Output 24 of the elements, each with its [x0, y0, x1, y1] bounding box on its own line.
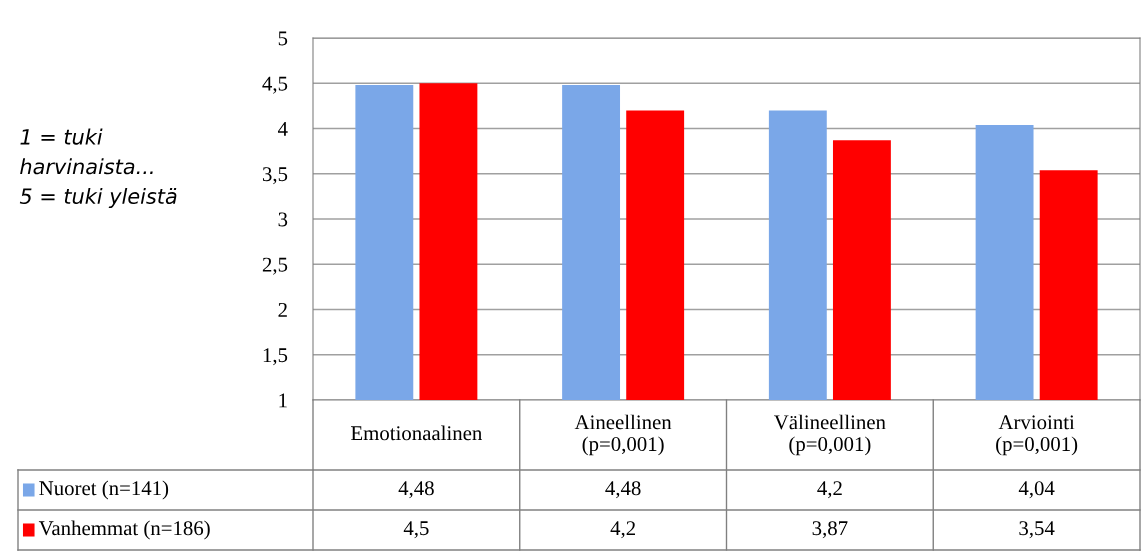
legend-label: Nuoret (n=141) [39, 480, 169, 500]
x-tick-label: Emotionaalinen [351, 425, 483, 441]
y-tick-label: 3 [278, 212, 288, 227]
data-label: 3,54 [1019, 521, 1055, 539]
y-tick-label: 3,5 [262, 167, 288, 185]
legend-label: Vanhemmat (n=186) [38, 520, 210, 540]
y-tick-label: 2 [278, 302, 287, 317]
x-tick-label: Aineellinen (p=0,001) [574, 414, 672, 456]
data-label: 4,48 [398, 481, 434, 499]
data-label: 4,04 [1018, 481, 1055, 499]
y-tick-label: 1 [279, 393, 287, 408]
x-tick-label: Arviointi (p=0,001) [996, 415, 1078, 456]
y-tick-label: 4 [277, 122, 288, 136]
y-tick-label: 5 [278, 31, 288, 46]
y-tick-label: 1,5 [263, 348, 288, 366]
x-tick-label: Välineellinen (p=0,001) [774, 414, 886, 456]
y-axis-title: 1 = tuki harvinaista... 5 = tuki yleistä [19, 128, 177, 209]
data-label: 4,48 [605, 481, 641, 499]
data-label: 4,5 [403, 521, 429, 539]
data-label: 4,2 [817, 481, 842, 499]
data-label: 4,2 [610, 521, 635, 539]
data-label: 3,87 [812, 521, 848, 539]
y-tick-label: 4,5 [262, 76, 288, 94]
y-tick-label: 2,5 [262, 257, 288, 275]
